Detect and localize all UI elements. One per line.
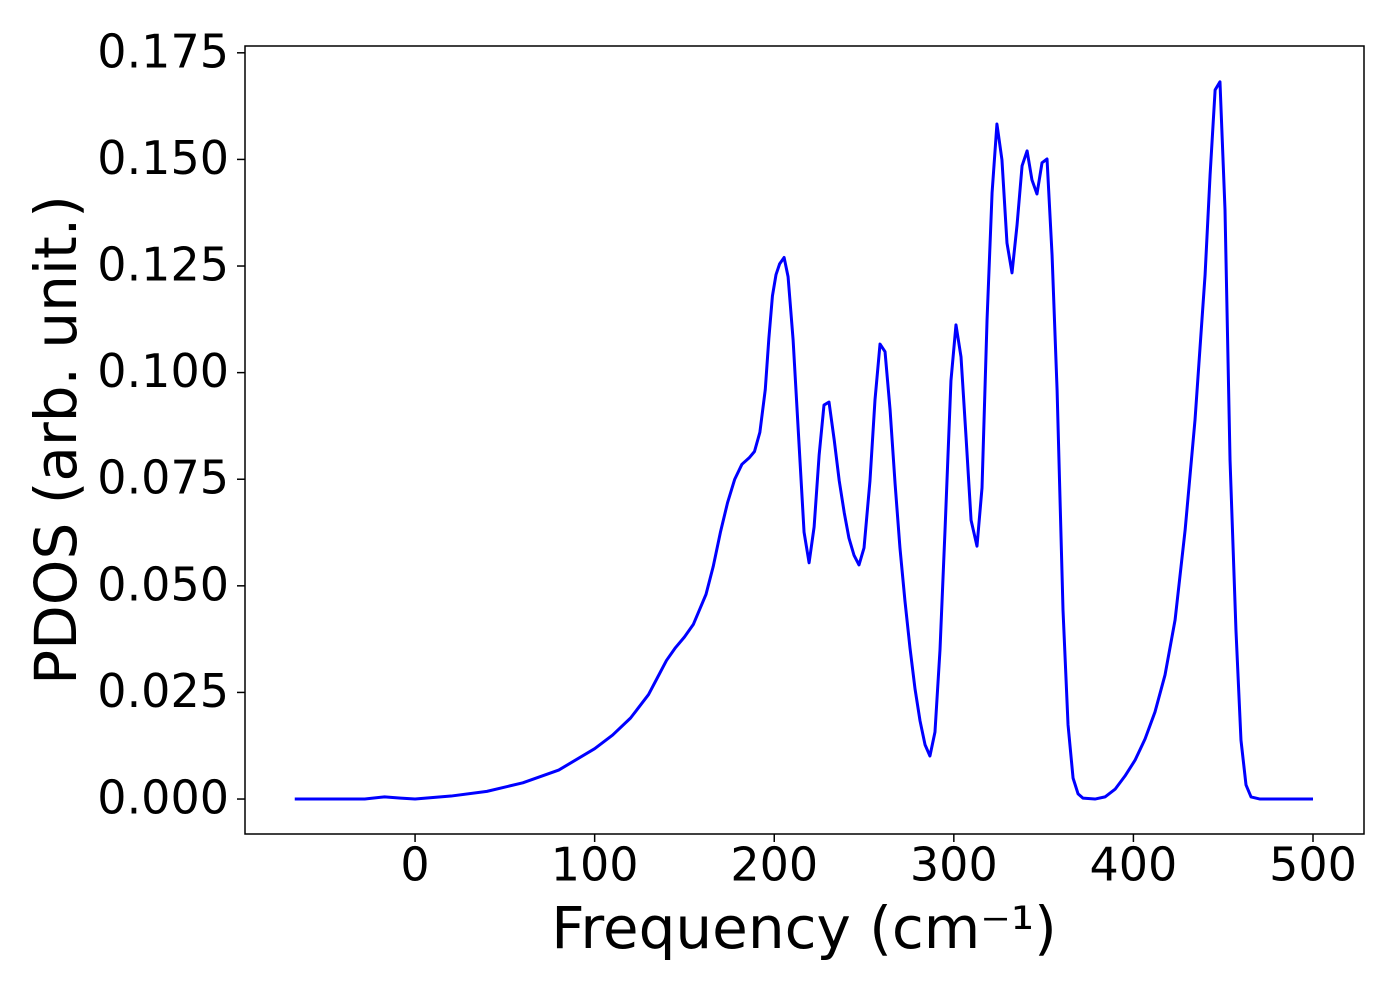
y-tick-label: 0.100: [97, 344, 229, 398]
y-tick-label: 0.000: [97, 771, 229, 825]
x-tick-label: 500: [1269, 838, 1357, 892]
line-series: [294, 80, 1313, 801]
x-tick-label: 100: [551, 838, 639, 892]
y-tick-label: 0.150: [97, 131, 229, 185]
y-tick-label: 0.050: [97, 557, 229, 611]
y-tick-label: 0.125: [97, 238, 229, 292]
y-axis-label: PDOS (arb. unit.): [22, 195, 90, 685]
x-tick-label: 200: [730, 838, 818, 892]
plot-frame: [244, 45, 1365, 835]
x-tick-label: 0: [400, 838, 429, 892]
x-axis-label: Frequency (cm⁻¹): [551, 894, 1057, 962]
y-tick-label: 0.075: [97, 451, 229, 505]
y-tick-label: 0.025: [97, 664, 229, 718]
y-tick-label: 0.175: [97, 24, 229, 78]
x-tick-label: 400: [1090, 838, 1178, 892]
x-tick-label: 300: [910, 838, 998, 892]
